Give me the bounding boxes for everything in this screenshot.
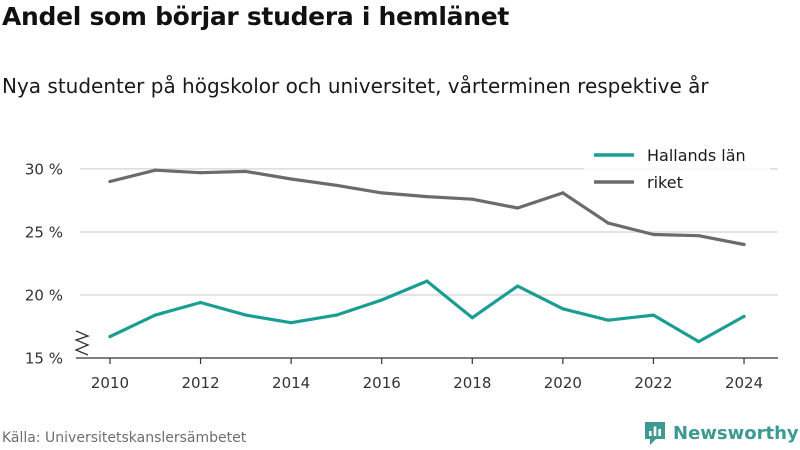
y-tick-label: 25 % [25,223,63,241]
x-tick-label: 2014 [272,374,310,392]
chart-subtitle: Nya studenter på högskolor och universit… [2,74,709,98]
legend-label: riket [647,173,683,192]
x-tick-label: 2024 [725,374,763,392]
x-tick-label: 2012 [181,374,219,392]
data-point [651,232,656,237]
newsworthy-logo-text: Newsworthy [673,422,799,444]
source-note: Källa: Universitetskanslersämbetet [2,430,247,446]
y-tick-label: 20 % [25,286,63,304]
newsworthy-logo-icon [645,422,665,445]
data-point [742,314,746,318]
data-point [470,197,474,201]
data-point [108,179,112,184]
x-tick-label: 2020 [544,374,582,392]
y-tick-label: 15 % [25,350,63,368]
data-point [561,307,565,311]
data-point [380,191,384,195]
y-axis-break-icon [74,330,90,356]
data-point [470,316,474,320]
legend-background [584,140,770,200]
y-tick-label: 30 % [25,160,63,178]
data-point [742,242,746,247]
data-point [289,321,293,325]
x-tick-label: 2022 [634,374,672,392]
x-tick-label: 2016 [363,374,401,392]
x-tick-label: 2010 [91,374,129,392]
data-point [289,177,293,181]
data-point [697,340,701,344]
data-point [697,234,701,238]
data-point [244,169,248,173]
data-point [651,313,656,317]
data-point [334,313,338,317]
series-line-1 [108,279,746,344]
data-point [153,168,157,172]
data-point [425,279,429,283]
data-point [380,298,384,302]
data-point [198,300,203,305]
data-point [606,318,610,322]
chart-title: Andel som börjar studera i hemlänet [2,2,510,31]
data-point [425,195,429,199]
data-point [244,313,248,317]
data-point [606,221,610,225]
x-tick-label: 2018 [453,374,491,392]
data-point [108,335,112,339]
data-point [334,183,338,187]
data-point [153,313,157,317]
newsworthy-logo: Newsworthy [643,420,799,446]
data-point [198,171,203,175]
legend-label: Hallands län [647,146,746,165]
data-point [516,206,520,210]
data-point [516,284,520,288]
data-point [561,191,565,195]
